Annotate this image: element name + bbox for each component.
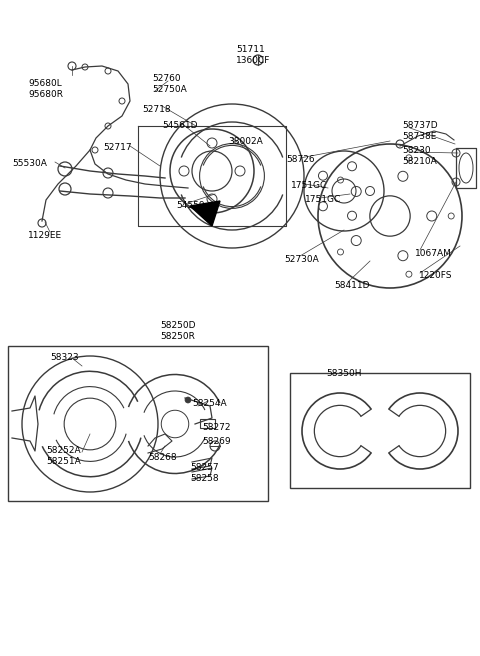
- Text: 58269: 58269: [202, 436, 230, 445]
- Circle shape: [406, 271, 412, 277]
- Text: 54561D: 54561D: [162, 121, 197, 131]
- Bar: [8, 346, 268, 501]
- Text: 1751GC: 1751GC: [291, 182, 327, 190]
- Text: 52760
52750A: 52760 52750A: [152, 74, 187, 94]
- Text: 1067AM: 1067AM: [415, 249, 452, 258]
- Text: 1220FS: 1220FS: [419, 272, 453, 281]
- Text: 58268: 58268: [148, 453, 177, 462]
- Text: 1751GC: 1751GC: [305, 194, 341, 203]
- Bar: [200, 419, 215, 428]
- Text: 55530A: 55530A: [12, 159, 47, 169]
- Text: 38002A: 38002A: [228, 136, 263, 146]
- Text: 58257
58258: 58257 58258: [190, 463, 218, 483]
- Text: 58254A: 58254A: [192, 398, 227, 407]
- Text: 58272: 58272: [202, 422, 230, 432]
- Text: 58411D: 58411D: [334, 281, 370, 289]
- Circle shape: [337, 177, 344, 183]
- Text: 58737D
58738E: 58737D 58738E: [402, 121, 438, 140]
- Text: 58323: 58323: [50, 354, 79, 363]
- Text: 58230
58210A: 58230 58210A: [402, 146, 437, 166]
- Circle shape: [448, 213, 454, 219]
- Circle shape: [185, 397, 191, 403]
- Text: 58250D
58250R: 58250D 58250R: [160, 321, 195, 340]
- Text: 95680L
95680R: 95680L 95680R: [28, 79, 63, 98]
- Text: 52718: 52718: [142, 106, 170, 115]
- Bar: [290, 373, 470, 488]
- Text: 58726: 58726: [286, 155, 314, 163]
- Text: 54559: 54559: [176, 201, 204, 211]
- Circle shape: [406, 155, 412, 161]
- Circle shape: [337, 249, 344, 255]
- Text: 58350H: 58350H: [326, 369, 361, 379]
- Text: 52730A: 52730A: [284, 255, 319, 264]
- Polygon shape: [190, 201, 220, 226]
- Text: 52717: 52717: [103, 144, 132, 152]
- Text: 51711
1360CF: 51711 1360CF: [236, 45, 270, 65]
- Text: 1129EE: 1129EE: [28, 230, 62, 239]
- Text: 58252A
58251A: 58252A 58251A: [46, 446, 81, 466]
